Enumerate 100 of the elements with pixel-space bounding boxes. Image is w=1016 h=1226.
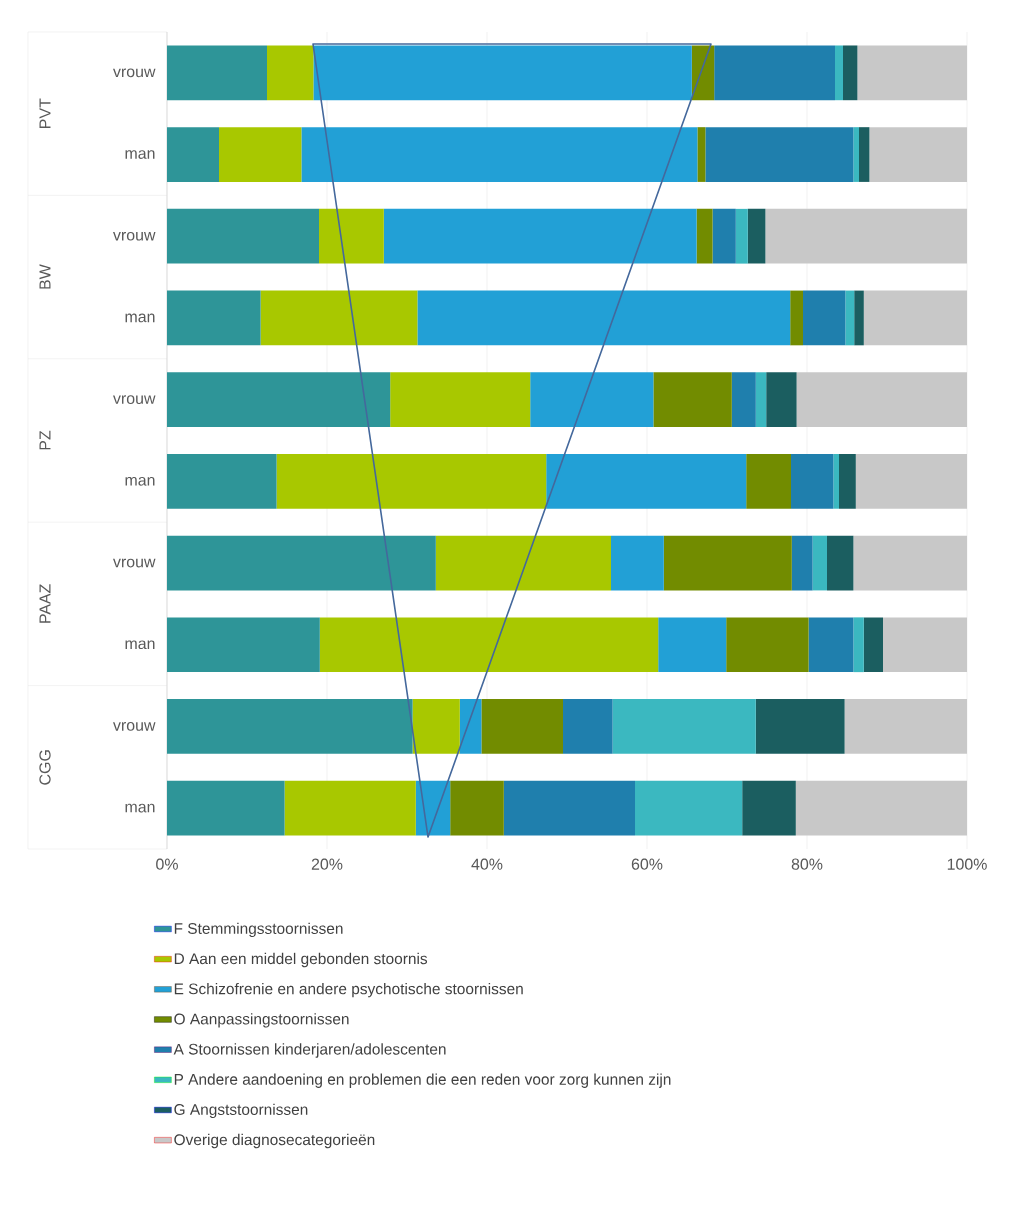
bar — [696, 208, 713, 264]
bar — [791, 535, 813, 591]
bar — [839, 453, 856, 509]
bar — [742, 780, 796, 836]
bar — [755, 699, 845, 754]
x-tick-label: 100% — [947, 858, 987, 870]
bar — [835, 45, 843, 101]
text: PVT — [39, 98, 51, 128]
y-tick-label: vrouw — [113, 395, 156, 405]
bar — [845, 290, 855, 346]
bar — [746, 453, 791, 509]
bar — [167, 372, 391, 428]
legend-label: G Angststoornissen — [174, 1103, 308, 1119]
bar — [450, 780, 504, 836]
bar — [765, 208, 968, 264]
bar — [260, 290, 418, 346]
bar — [808, 617, 854, 673]
bar — [658, 617, 727, 673]
bar — [635, 780, 743, 836]
bar — [481, 699, 563, 754]
bar — [859, 127, 870, 182]
bar — [313, 45, 692, 101]
bar — [854, 290, 864, 346]
legend-label: Overige diagnosecategorieën — [174, 1133, 375, 1149]
bar — [653, 372, 732, 428]
text: BW — [39, 264, 51, 289]
bar — [697, 127, 706, 182]
bar — [267, 45, 314, 101]
bar — [301, 127, 698, 182]
bar — [790, 290, 803, 346]
bar — [530, 372, 654, 428]
x-tick-label: 20% — [311, 858, 343, 870]
legend-label: A Stoornissen kinderjaren/adolescenten — [173, 1043, 446, 1058]
bar — [167, 453, 277, 509]
bar — [435, 535, 611, 591]
bar — [803, 290, 846, 346]
bar — [791, 453, 834, 509]
bar — [167, 208, 319, 264]
bar — [796, 372, 968, 428]
bar — [726, 617, 809, 673]
bar — [663, 535, 792, 591]
bar — [319, 617, 659, 673]
bar — [853, 535, 968, 591]
bar — [853, 617, 864, 673]
y-tick-label: man — [125, 150, 155, 159]
x-tick-label: 80% — [791, 858, 823, 870]
bar — [167, 45, 267, 101]
bar — [415, 780, 451, 836]
bar — [827, 535, 854, 591]
legend-label: F Stemmingsstoornissen — [174, 922, 343, 938]
bar — [843, 45, 858, 101]
bar — [714, 45, 835, 101]
y-tick-label: man — [125, 640, 155, 650]
bar — [766, 372, 797, 428]
bar — [167, 127, 219, 182]
bar — [167, 617, 320, 673]
bar — [383, 208, 697, 264]
bar — [612, 699, 756, 754]
y-tick-label: man — [125, 313, 155, 323]
bar — [167, 535, 436, 591]
legend-label: P Andere aandoening en problemen die een reden voor zorg kunnen zijn — [174, 1073, 671, 1088]
bar — [869, 127, 968, 182]
x-tick-label: 40% — [471, 858, 503, 870]
bar — [731, 372, 756, 428]
bar — [167, 699, 413, 754]
legend-label: O Aanpassingstoornissen — [174, 1013, 349, 1028]
bar — [735, 208, 748, 264]
bar — [459, 699, 482, 754]
bar — [833, 453, 839, 509]
bar — [705, 127, 854, 182]
bar — [755, 372, 767, 428]
y-tick-label: vrouw — [113, 68, 156, 78]
bar — [795, 780, 968, 836]
y-tick-label: vrouw — [113, 231, 156, 241]
bar — [390, 372, 531, 428]
bar — [412, 699, 460, 754]
bar — [219, 127, 302, 182]
text: PAAZ — [39, 584, 51, 623]
bar — [503, 780, 635, 836]
bar — [546, 453, 747, 509]
y-tick-label: man — [125, 803, 155, 813]
text: PZ — [39, 430, 51, 450]
bar — [417, 290, 791, 346]
bar — [167, 290, 261, 346]
bar — [691, 45, 715, 101]
y-tick-label: vrouw — [113, 558, 156, 568]
legend-label: D Aan een middel gebonden stoornis — [174, 952, 428, 968]
bar — [863, 617, 883, 673]
y-tick-label: man — [125, 476, 155, 486]
bar — [319, 208, 384, 264]
bar — [611, 535, 664, 591]
x-tick-label: 0% — [156, 858, 178, 870]
bar — [883, 617, 968, 673]
bar — [855, 453, 968, 509]
bar — [276, 453, 547, 509]
x-tick-label: 60% — [631, 858, 663, 870]
text: CGG — [39, 750, 51, 785]
bar — [712, 208, 736, 264]
bar — [853, 127, 859, 182]
bar — [857, 45, 968, 101]
